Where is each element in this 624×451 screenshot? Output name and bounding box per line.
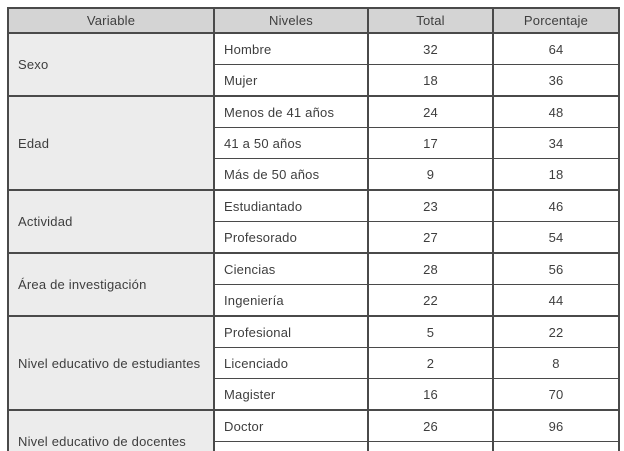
nivel-cell: Magister [213, 441, 369, 451]
porcentaje-cell: 34 [492, 127, 620, 159]
nivel-cell: Hombre [213, 32, 369, 65]
porcentaje-cell: 8 [492, 347, 620, 379]
porcentaje-cell: 22 [492, 315, 620, 348]
nivel-cell: Menos de 41 años [213, 95, 369, 128]
table-row: Nivel educativo de docentes Doctor 26 96 [7, 409, 620, 451]
table-row: Actividad Estudiantado 23 46 [7, 189, 620, 253]
table-row: Magister 16 70 [8, 378, 620, 410]
total-cell: 16 [367, 378, 494, 410]
nivel-cell: Más de 50 años [213, 158, 369, 190]
table-row: Edad Menos de 41 años 24 48 [7, 95, 620, 190]
variable-cell: Nivel educativo de docentes [7, 409, 215, 451]
porcentaje-cell: 36 [492, 64, 620, 96]
nivel-cell: Ciencias [213, 252, 369, 285]
porcentaje-cell: 70 [492, 378, 620, 410]
variable-cell: Sexo [7, 32, 215, 96]
table-row: Mujer 18 36 [8, 64, 620, 96]
total-cell: 18 [367, 64, 494, 96]
total-cell: 23 [367, 189, 494, 222]
variable-cell: Edad [7, 95, 215, 190]
nivel-cell: Doctor [213, 409, 369, 442]
nivel-cell: Ingeniería [213, 284, 369, 316]
table-row: Nivel educativo de estudiantes Profesiona… [7, 315, 620, 410]
table-row: Profesorado 27 54 [8, 221, 620, 253]
nivel-cell: 41 a 50 años [213, 127, 369, 159]
total-cell: 17 [367, 127, 494, 159]
table-row: Más de 50 años 9 18 [8, 158, 620, 190]
header-row: Variable Niveles Total Porcentaje [7, 7, 620, 33]
nivel-cell: Licenciado [213, 347, 369, 379]
table-body: Sexo Hombre 32 64 Mujer 18 36 Edad Menos de 41 a… [7, 32, 620, 451]
total-cell: 1 [367, 441, 494, 451]
total-cell: 32 [367, 32, 494, 65]
total-cell: 22 [367, 284, 494, 316]
porcentaje-cell: 64 [492, 32, 620, 65]
column-header-total: Total [367, 7, 494, 33]
table-row: Licenciado 2 8 [8, 347, 620, 379]
porcentaje-cell: 4 [492, 441, 620, 451]
nivel-cell: Profesorado [213, 221, 369, 253]
column-header-variable: Variable [7, 7, 215, 33]
total-cell: 26 [367, 409, 494, 442]
total-cell: 9 [367, 158, 494, 190]
variable-cell: Actividad [7, 189, 215, 253]
porcentaje-cell: 96 [492, 409, 620, 442]
porcentaje-cell: 48 [492, 95, 620, 128]
demographics-table: Variable Niveles Total Porcentaje Sexo Hombr… [7, 7, 620, 451]
total-cell: 24 [367, 95, 494, 128]
column-header-porcentaje: Porcentaje [492, 7, 620, 33]
variable-cell: Área de investigación [7, 252, 215, 316]
column-header-niveles: Niveles [213, 7, 369, 33]
total-cell: 28 [367, 252, 494, 285]
table-row: Ingeniería 22 44 [8, 284, 620, 316]
table-row: Magister14 [8, 441, 620, 451]
table-row: Sexo Hombre 32 64 [7, 32, 620, 96]
nivel-cell: Estudiantado [213, 189, 369, 222]
total-cell: 2 [367, 347, 494, 379]
porcentaje-cell: 46 [492, 189, 620, 222]
porcentaje-cell: 18 [492, 158, 620, 190]
total-cell: 27 [367, 221, 494, 253]
porcentaje-cell: 54 [492, 221, 620, 253]
porcentaje-cell: 56 [492, 252, 620, 285]
table-row: 41 a 50 años 17 34 [8, 127, 620, 159]
porcentaje-cell: 44 [492, 284, 620, 316]
nivel-cell: Mujer [213, 64, 369, 96]
total-cell: 5 [367, 315, 494, 348]
nivel-cell: Profesional [213, 315, 369, 348]
nivel-cell: Magister [213, 378, 369, 410]
variable-cell: Nivel educativo de estudiantes [7, 315, 215, 410]
table-row: Área de investigación Ciencias 28 56 [7, 252, 620, 316]
